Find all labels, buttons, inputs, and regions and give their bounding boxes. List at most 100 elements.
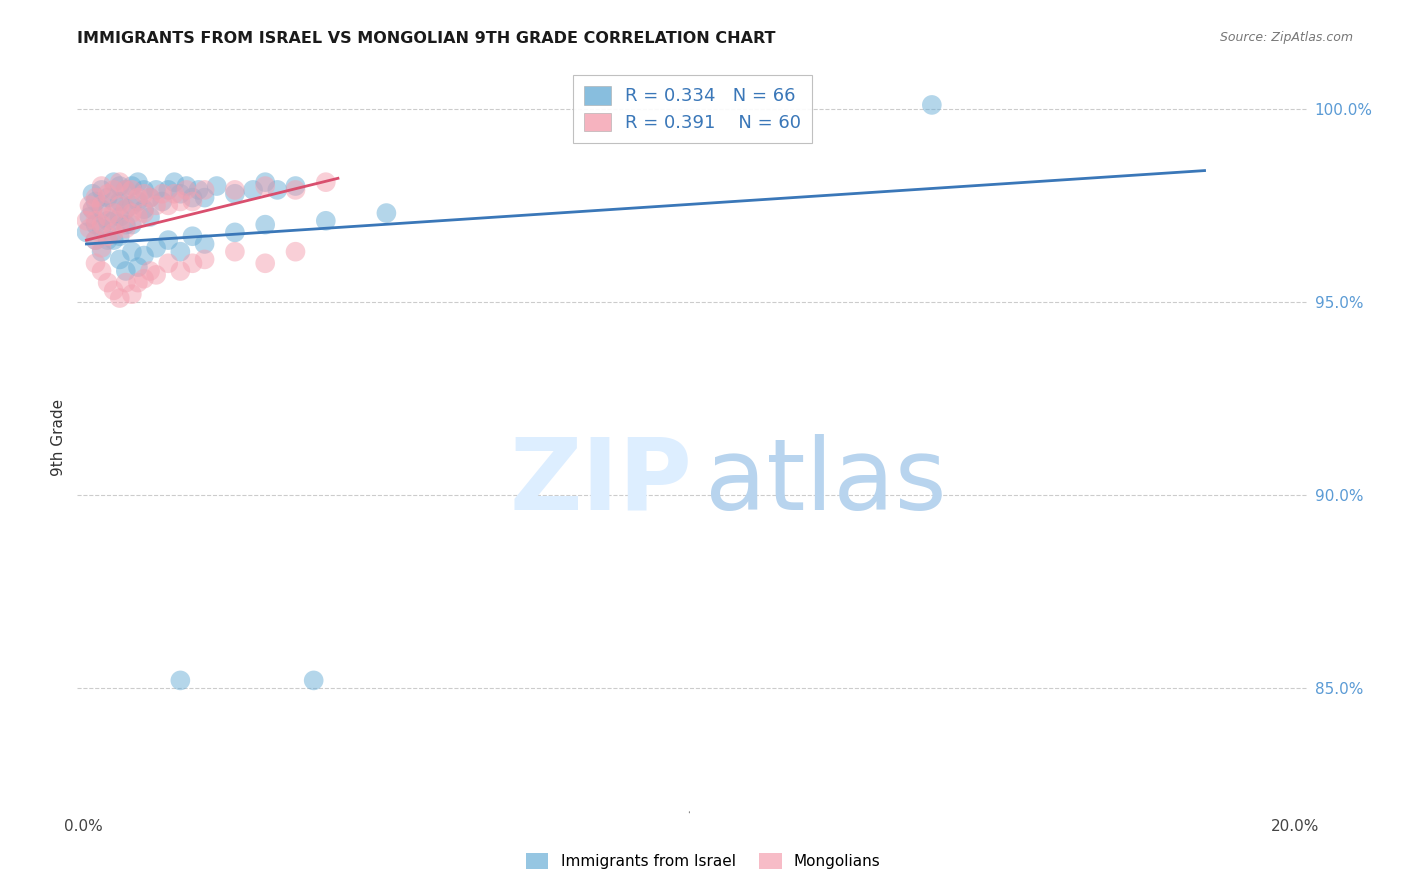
Point: [114, 183, 136, 197]
Point: [132, 202, 155, 217]
Point: [103, 175, 125, 189]
Point: [121, 218, 143, 232]
Point: [163, 175, 186, 189]
Point: [181, 191, 204, 205]
Point: [315, 175, 337, 189]
Point: [84, 218, 107, 232]
Point: [921, 98, 943, 112]
Y-axis label: 9th Grade: 9th Grade: [51, 399, 66, 475]
Point: [97, 191, 120, 205]
Point: [79, 221, 101, 235]
Point: [108, 252, 131, 267]
Point: [121, 287, 143, 301]
Point: [90, 202, 112, 217]
Text: Source: ZipAtlas.com: Source: ZipAtlas.com: [1219, 31, 1353, 45]
Point: [157, 198, 180, 212]
Point: [114, 218, 136, 232]
Point: [163, 186, 186, 201]
Point: [145, 268, 167, 282]
Point: [114, 221, 136, 235]
Point: [84, 256, 107, 270]
Point: [108, 194, 131, 209]
Point: [194, 252, 217, 267]
Point: [121, 244, 143, 259]
Point: [97, 210, 120, 224]
Point: [176, 179, 198, 194]
Point: [90, 198, 112, 212]
Point: [157, 183, 180, 197]
Point: [108, 175, 131, 189]
Point: [224, 186, 246, 201]
Point: [132, 183, 155, 197]
Point: [284, 179, 307, 194]
Text: IMMIGRANTS FROM ISRAEL VS MONGOLIAN 9TH GRADE CORRELATION CHART: IMMIGRANTS FROM ISRAEL VS MONGOLIAN 9TH …: [77, 31, 776, 46]
Point: [242, 183, 264, 197]
Point: [302, 673, 325, 688]
Point: [75, 226, 97, 240]
Point: [139, 191, 162, 205]
Point: [90, 218, 112, 232]
Point: [169, 244, 191, 259]
Point: [127, 175, 149, 189]
Point: [205, 179, 228, 194]
Point: [84, 233, 107, 247]
Point: [114, 202, 136, 217]
Point: [224, 226, 246, 240]
Point: [121, 179, 143, 194]
Point: [108, 291, 131, 305]
Point: [176, 183, 198, 197]
Point: [187, 183, 209, 197]
Point: [375, 206, 398, 220]
Point: [82, 202, 104, 217]
Point: [114, 276, 136, 290]
Point: [84, 194, 107, 209]
Point: [97, 229, 120, 244]
Point: [139, 210, 162, 224]
Point: [108, 229, 131, 244]
Point: [139, 191, 162, 205]
Point: [97, 233, 120, 247]
Point: [108, 198, 131, 212]
Text: atlas: atlas: [704, 434, 946, 531]
Point: [150, 186, 173, 201]
Point: [103, 226, 125, 240]
Point: [82, 186, 104, 201]
Point: [90, 179, 112, 194]
Point: [108, 210, 131, 224]
Point: [194, 183, 217, 197]
Point: [127, 194, 149, 209]
Point: [181, 194, 204, 209]
Point: [82, 202, 104, 217]
Point: [90, 241, 112, 255]
Point: [315, 214, 337, 228]
Point: [103, 206, 125, 220]
Point: [132, 186, 155, 201]
Point: [79, 198, 101, 212]
Point: [90, 221, 112, 235]
Point: [169, 194, 191, 209]
Point: [97, 276, 120, 290]
Point: [103, 183, 125, 197]
Point: [103, 194, 125, 209]
Point: [254, 175, 277, 189]
Point: [132, 248, 155, 262]
Point: [84, 233, 107, 247]
Point: [90, 264, 112, 278]
Point: [145, 198, 167, 212]
Point: [103, 214, 125, 228]
Text: ZIP: ZIP: [509, 434, 693, 531]
Point: [254, 218, 277, 232]
Point: [114, 264, 136, 278]
Point: [127, 191, 149, 205]
Point: [139, 264, 162, 278]
Point: [97, 214, 120, 228]
Point: [121, 206, 143, 220]
Point: [114, 183, 136, 197]
Point: [254, 179, 277, 194]
Point: [114, 202, 136, 217]
Point: [284, 244, 307, 259]
Point: [79, 210, 101, 224]
Point: [150, 194, 173, 209]
Point: [84, 191, 107, 205]
Point: [224, 183, 246, 197]
